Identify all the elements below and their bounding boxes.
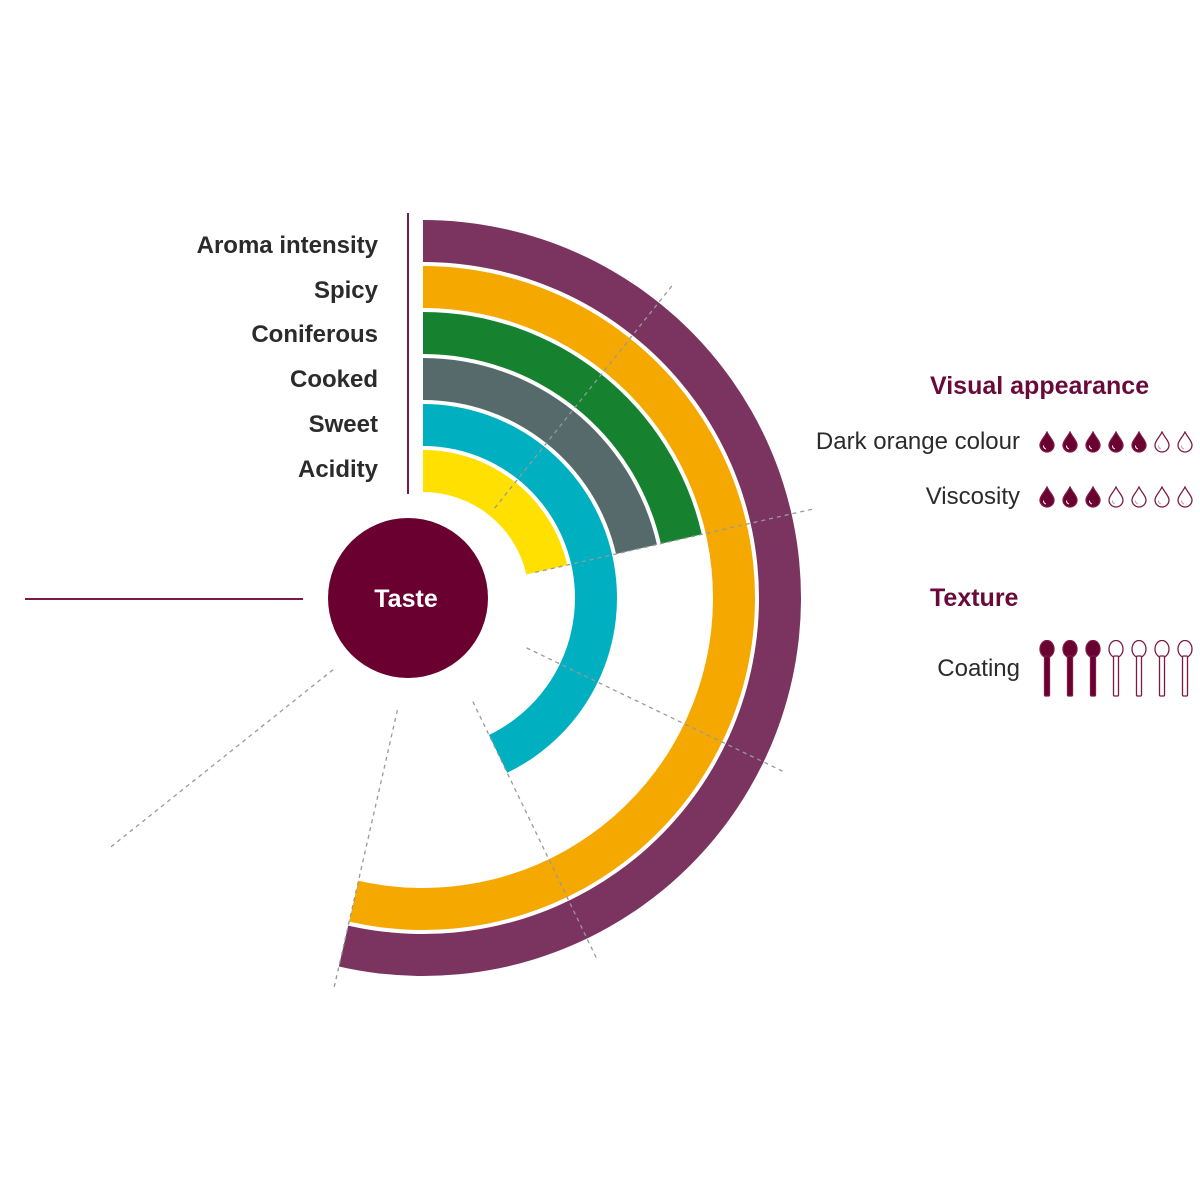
rating-icons [1038, 640, 1194, 698]
filled-drop-icon [1084, 486, 1102, 508]
grid-line [109, 669, 334, 848]
category-label: Acidity [297, 455, 378, 483]
rating-icons [1038, 431, 1194, 453]
center-label: Taste [374, 585, 438, 613]
bar-sweet [423, 404, 617, 773]
category-label: Aroma intensity [196, 232, 378, 259]
rating-icons [1038, 486, 1194, 508]
empty-drop-icon [1153, 431, 1171, 453]
filled-drop-icon [1061, 486, 1079, 508]
empty-drop-icon [1153, 486, 1171, 508]
filled-drop-icon [1061, 431, 1079, 453]
bar-coniferous [423, 312, 702, 544]
empty-spoon-icon [1107, 640, 1125, 698]
bar-cooked [423, 358, 657, 554]
empty-spoon-icon [1176, 640, 1194, 698]
empty-spoon-icon [1130, 640, 1148, 698]
rating-row: Viscosity [926, 483, 1194, 511]
bar-acidity [423, 450, 568, 575]
filled-spoon-icon [1061, 640, 1079, 698]
category-label: Sweet [308, 410, 378, 438]
rating-label: Dark orange colour [815, 428, 1020, 455]
filled-spoon-icon [1084, 640, 1102, 698]
rating-row: Coating [937, 640, 1194, 698]
category-label: Cooked [289, 366, 378, 394]
filled-drop-icon [1130, 431, 1148, 453]
filled-drop-icon [1107, 431, 1125, 453]
empty-drop-icon [1107, 486, 1125, 508]
filled-drop-icon [1038, 486, 1056, 508]
texture-heading: Texture [930, 584, 1019, 612]
filled-drop-icon [1084, 431, 1102, 453]
rating-label: Viscosity [925, 483, 1020, 510]
empty-drop-icon [1176, 431, 1194, 453]
rating-row: Dark orange colour [816, 428, 1194, 456]
filled-spoon-icon [1038, 640, 1056, 698]
empty-drop-icon [1130, 486, 1148, 508]
visual-appearance-heading: Visual appearance [930, 372, 1150, 400]
category-label: Coniferous [251, 321, 378, 349]
category-label: Spicy [313, 276, 378, 304]
empty-spoon-icon [1153, 640, 1171, 698]
center-circle [328, 518, 488, 678]
filled-drop-icon [1038, 431, 1056, 453]
empty-drop-icon [1176, 486, 1194, 508]
rating-label: Coating [937, 655, 1020, 682]
